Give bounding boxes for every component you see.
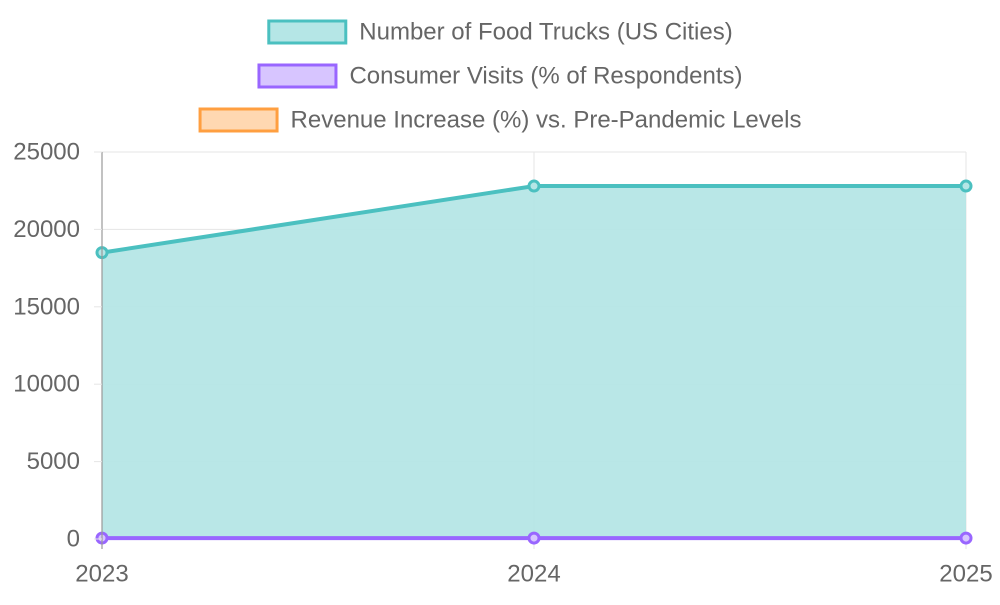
x-tick-label: 2023 <box>75 561 128 588</box>
legend-item: Consumer Visits (% of Respondents) <box>257 63 743 90</box>
chart-axes: 0 5000 10000 15000 20000 25000 2023 2024 2025 <box>13 139 992 588</box>
legend-swatch <box>198 107 279 133</box>
legend-item: Number of Food Trucks (US Cities) <box>267 19 733 46</box>
y-tick-label: 0 <box>67 526 80 553</box>
series-group <box>95 179 973 539</box>
x-tick-label: 2024 <box>507 561 560 588</box>
x-tick-label: 2025 <box>939 561 992 588</box>
legend-label: Revenue Increase (%) vs. Pre-Pandemic Le… <box>291 107 802 134</box>
legend-item: Revenue Increase (%) vs. Pre-Pandemic Le… <box>198 107 802 134</box>
chart-series <box>95 179 973 545</box>
y-tick-label: 15000 <box>13 293 80 320</box>
legend-swatch <box>257 63 338 89</box>
legend-label: Number of Food Trucks (US Cities) <box>359 19 732 46</box>
legend-label: Consumer Visits (% of Respondents) <box>349 63 742 90</box>
chart-legend: Number of Food Trucks (US Cities) Consume… <box>198 19 802 134</box>
y-tick-label: 20000 <box>13 216 80 243</box>
data-point <box>527 179 541 193</box>
data-point <box>527 531 541 545</box>
data-point <box>959 531 973 545</box>
y-tick-label: 10000 <box>13 371 80 398</box>
series-area <box>102 186 966 539</box>
y-tick-label: 25000 <box>13 139 80 166</box>
data-point <box>959 179 973 193</box>
legend-swatch <box>267 19 348 45</box>
y-tick-label: 5000 <box>27 448 80 475</box>
